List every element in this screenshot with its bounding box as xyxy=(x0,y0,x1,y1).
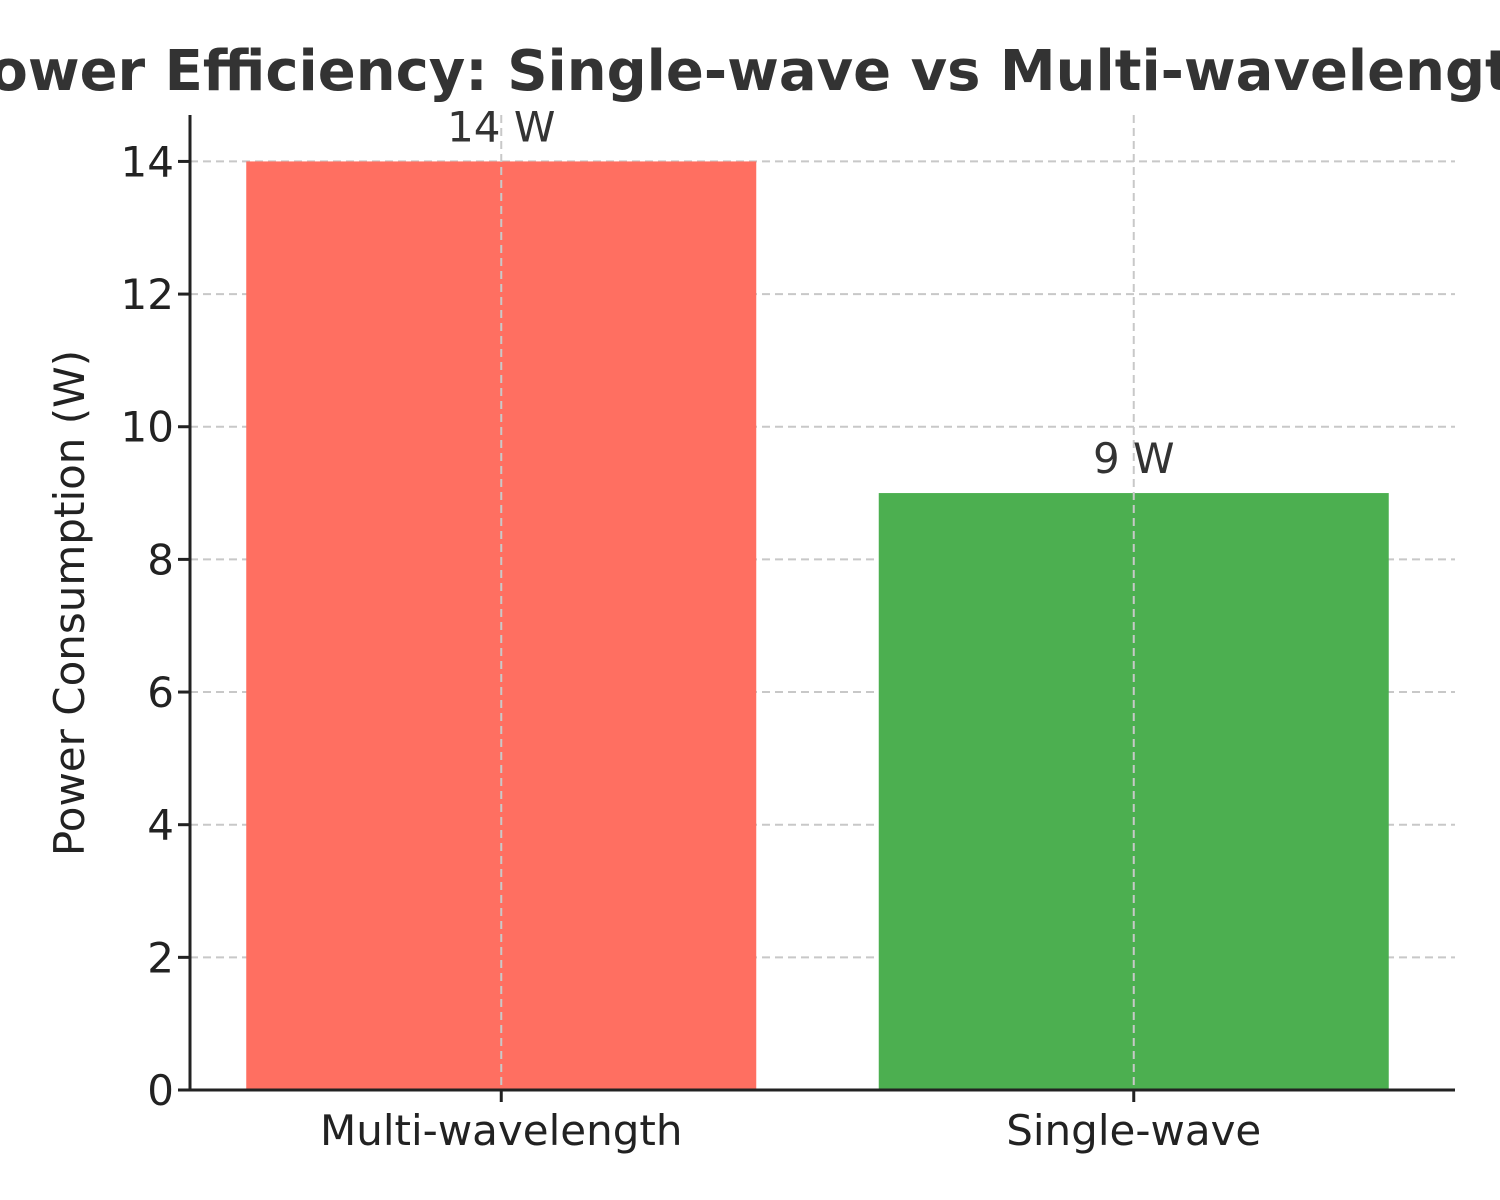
data-label: 14 W xyxy=(447,102,555,151)
y-tick-label: 12 xyxy=(121,270,174,319)
y-tick-label: 6 xyxy=(147,668,174,717)
data-label: 9 W xyxy=(1093,434,1175,483)
y-tick-label: 10 xyxy=(121,403,174,452)
y-tick-label: 8 xyxy=(147,535,174,584)
y-tick-label: 0 xyxy=(147,1066,174,1115)
x-tick-label: Multi-wavelength xyxy=(320,1106,682,1155)
y-tick-label: 14 xyxy=(121,137,174,186)
y-tick-label: 4 xyxy=(147,801,174,850)
y-axis-label: Power Consumption (W) xyxy=(45,350,94,856)
chart-title: Power Efficiency: Single-wave vs Multi-w… xyxy=(0,39,1500,104)
x-tick-label: Single-wave xyxy=(1006,1106,1261,1155)
y-tick-label: 2 xyxy=(147,933,174,982)
